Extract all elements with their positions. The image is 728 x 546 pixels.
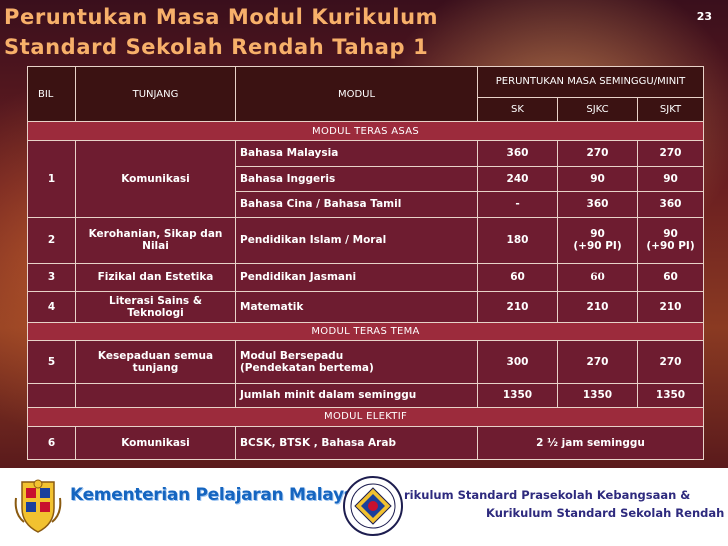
cell-sjkt: 1350 xyxy=(636,382,705,408)
cell-modul: Modul Bersepadu (Pendekatan bertema) xyxy=(235,340,478,384)
cell-sk: 210 xyxy=(477,290,558,323)
header-sjkc: SJKC xyxy=(557,96,638,123)
table-row: 5 Kesepaduan semua tunjang Modul Bersepa… xyxy=(27,340,705,384)
cell-modul: Bahasa Inggeris xyxy=(235,165,478,193)
slide-title-line2: Standard Sekolah Rendah Tahap 1 xyxy=(4,35,429,59)
section-teras-tema: MODUL TERAS TEMA xyxy=(26,321,705,342)
header-tunjang: TUNJANG xyxy=(75,65,236,123)
cell-modul: Jumlah minit dalam seminggu xyxy=(235,382,478,408)
cell-modul: Bahasa Malaysia xyxy=(235,140,478,167)
cell-empty xyxy=(75,382,236,408)
header-sjkt: SJKT xyxy=(636,96,705,123)
malaysia-coat-of-arms-icon xyxy=(14,479,62,533)
cell-modul: Bahasa Cina / Bahasa Tamil xyxy=(235,191,478,218)
cell-sjkt: 360 xyxy=(636,191,705,218)
cell-empty xyxy=(27,382,76,408)
cell-sk: 1350 xyxy=(477,382,558,408)
kurikulum-seal-icon xyxy=(343,476,403,536)
cell-modul-line2: (Pendekatan bertema) xyxy=(240,361,374,374)
cell-sjkt: 270 xyxy=(636,340,705,384)
page-number: 23 xyxy=(696,10,712,23)
cell-sk: - xyxy=(477,191,558,218)
header-modul: MODUL xyxy=(235,65,478,123)
cell-sjkt: 90 xyxy=(636,165,705,193)
section-teras-asas: MODUL TERAS ASAS xyxy=(26,121,705,142)
kurikulum-line1: rikulum Standard Prasekolah Kebangsaan & xyxy=(404,488,691,502)
cell-sjkc: 1350 xyxy=(557,382,638,408)
cell-sjkt: 90 (+90 PI) xyxy=(636,216,705,264)
cell-sjkc: 90 (+90 PI) xyxy=(557,216,638,264)
cell-bil: 4 xyxy=(27,290,76,323)
cell-bil: 3 xyxy=(27,262,76,292)
header-sk: SK xyxy=(477,96,558,123)
cell-modul: BCSK, BTSK , Bahasa Arab xyxy=(235,425,478,461)
cell-tunjang: Kerohanian, Sikap dan Nilai xyxy=(75,216,236,264)
cell-bil: 1 xyxy=(27,140,76,218)
ministry-name: Kementerian Pelajaran Malaysia xyxy=(70,485,371,505)
table-row: 1 Komunikasi Bahasa Malaysia 360 270 270 xyxy=(27,140,705,218)
header-bil: BIL xyxy=(27,65,76,123)
cell-sjkt: 270 xyxy=(636,140,705,167)
cell-tunjang: Kesepaduan semua tunjang xyxy=(75,340,236,384)
slide-title: Peruntukan Masa Modul Kurikulum Standard… xyxy=(4,2,604,62)
cell-sjkc-value: 90 xyxy=(590,228,605,241)
cell-modul: Pendidikan Jasmani xyxy=(235,262,478,292)
slide-title-line1: Peruntukan Masa Modul Kurikulum xyxy=(4,5,439,29)
cell-sjkc: 60 xyxy=(557,262,638,292)
cell-sk: 300 xyxy=(477,340,558,384)
cell-sjkt: 210 xyxy=(636,290,705,323)
cell-sk: 360 xyxy=(477,140,558,167)
cell-bil: 6 xyxy=(27,425,76,461)
cell-sk: 60 xyxy=(477,262,558,292)
cell-bil: 2 xyxy=(27,216,76,264)
cell-sjkc: 90 xyxy=(557,165,638,193)
table-row: Bahasa Cina / Bahasa Tamil - 360 360 xyxy=(28,191,705,218)
cell-sjkc: 270 xyxy=(557,340,638,384)
cell-bil: 5 xyxy=(27,340,76,384)
cell-modul: Pendidikan Islam / Moral xyxy=(235,216,478,264)
cell-sjkc: 210 xyxy=(557,290,638,323)
cell-sjkt-note: (+90 PI) xyxy=(646,240,695,253)
cell-sjkc: 270 xyxy=(557,140,638,167)
kurikulum-line2: Kurikulum Standard Sekolah Rendah xyxy=(486,506,725,520)
section-elektif: MODUL ELEKTIF xyxy=(26,406,705,427)
cell-sk: 240 xyxy=(477,165,558,193)
cell-sjkc-note: (+90 PI) xyxy=(573,240,622,253)
cell-tunjang: Fizikal dan Estetika xyxy=(75,262,236,292)
header-peruntukan: PERUNTUKAN MASA SEMINGGU/MINIT xyxy=(476,66,705,98)
table-row: 2 Kerohanian, Sikap dan Nilai Pendidikan… xyxy=(27,216,705,264)
cell-sjkt-value: 90 xyxy=(663,228,678,241)
time-allocation-table: BIL TUNJANG MODUL PERUNTUKAN MASA SEMING… xyxy=(26,65,705,461)
slide-background: Peruntukan Masa Modul Kurikulum Standard… xyxy=(0,0,728,468)
cell-tunjang: Komunikasi xyxy=(75,140,236,218)
cell-tunjang: Komunikasi xyxy=(75,425,236,461)
table-row: 4 Literasi Sains & Teknologi Matematik 2… xyxy=(27,290,705,323)
cell-sjkc: 360 xyxy=(557,191,638,218)
cell-masa: 2 ½ jam seminggu xyxy=(476,425,705,461)
cell-modul-line1: Modul Bersepadu xyxy=(240,349,344,362)
cell-sk: 180 xyxy=(477,216,558,264)
table-row: Bahasa Inggeris 240 90 90 xyxy=(28,165,705,193)
table-row: 3 Fizikal dan Estetika Pendidikan Jasman… xyxy=(27,262,705,292)
table-row: 6 Komunikasi BCSK, BTSK , Bahasa Arab 2 … xyxy=(27,425,705,461)
cell-tunjang: Literasi Sains & Teknologi xyxy=(75,290,236,323)
table-row-total: Jumlah minit dalam seminggu 1350 1350 13… xyxy=(27,382,705,408)
cell-modul: Matematik xyxy=(235,290,478,323)
footer: Kementerian Pelajaran Malaysia rikulum S… xyxy=(0,468,728,546)
cell-sjkt: 60 xyxy=(636,262,705,292)
